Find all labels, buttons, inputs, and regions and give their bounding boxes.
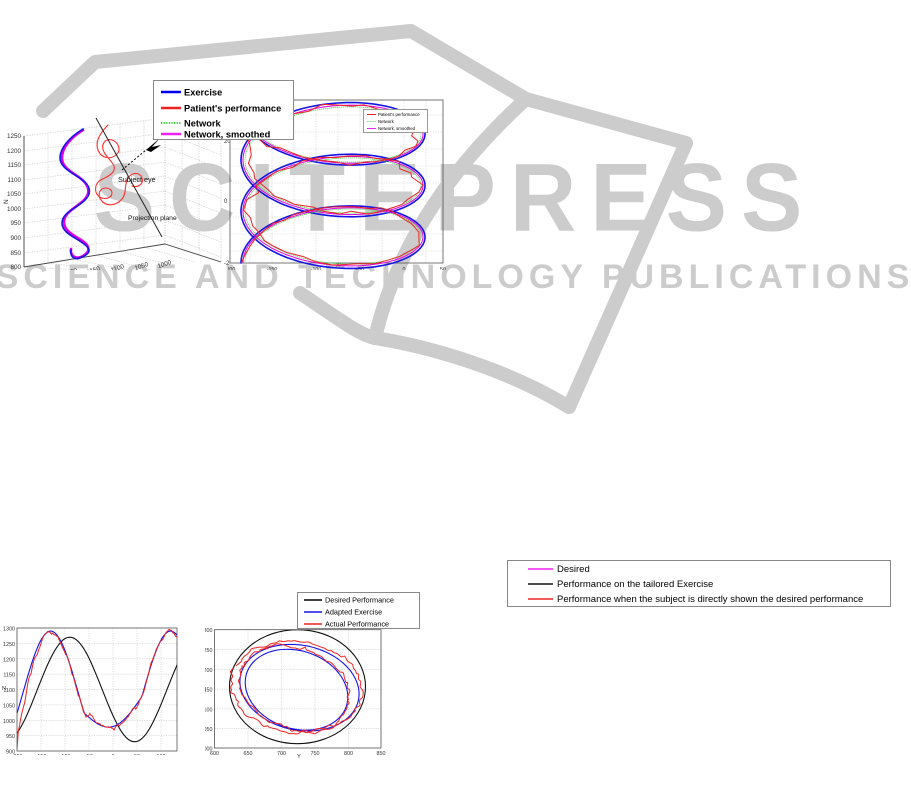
svg-text:Y: Y xyxy=(297,754,301,758)
svg-text:Adapted Exercise: Adapted Exercise xyxy=(325,608,382,617)
svg-text:1050: 1050 xyxy=(205,727,213,733)
svg-text:1200: 1200 xyxy=(3,657,15,663)
svg-text:0: 0 xyxy=(403,267,406,270)
svg-text:Actual Performance: Actual Performance xyxy=(325,620,389,629)
svg-text:1000: 1000 xyxy=(3,719,15,725)
svg-text:1300: 1300 xyxy=(205,628,213,634)
svg-text:1100: 1100 xyxy=(7,177,21,184)
svg-text:1100: 1100 xyxy=(205,707,213,713)
svg-text:1000: 1000 xyxy=(157,259,173,270)
svg-text:0: 0 xyxy=(112,754,115,755)
svg-text:Patient's performance: Patient's performance xyxy=(184,103,281,113)
svg-text:Network: Network xyxy=(184,118,222,128)
svg-text:N: N xyxy=(205,687,206,693)
svg-text:1200: 1200 xyxy=(63,267,79,270)
svg-text:-50: -50 xyxy=(85,754,93,755)
svg-text:N: N xyxy=(2,686,6,692)
svg-text:1300: 1300 xyxy=(3,627,15,633)
svg-text:1250: 1250 xyxy=(39,269,55,270)
svg-text:Exercise: Exercise xyxy=(184,87,222,97)
svg-text:Projection plane: Projection plane xyxy=(128,215,177,222)
svg-text:100: 100 xyxy=(157,754,166,755)
svg-text:-150: -150 xyxy=(36,754,47,755)
svg-text:1250: 1250 xyxy=(205,648,213,654)
svg-text:Network, smoothed: Network, smoothed xyxy=(378,126,416,131)
svg-text:1100: 1100 xyxy=(110,263,126,270)
svg-text:1250: 1250 xyxy=(3,642,15,648)
svg-text:Network: Network xyxy=(378,119,395,124)
svg-text:750: 750 xyxy=(311,751,320,757)
svg-text:900: 900 xyxy=(10,235,21,242)
svg-text:1000: 1000 xyxy=(7,206,22,213)
svg-text:1150: 1150 xyxy=(86,265,102,270)
svg-text:950: 950 xyxy=(6,734,15,740)
svg-text:-100: -100 xyxy=(311,267,322,270)
svg-text:1050: 1050 xyxy=(3,703,15,709)
svg-text:1200: 1200 xyxy=(7,148,22,155)
svg-text:50: 50 xyxy=(440,267,446,270)
svg-text:800: 800 xyxy=(344,751,353,757)
svg-text:850: 850 xyxy=(377,751,386,757)
svg-text:Performance when the subject i: Performance when the subject is directly… xyxy=(557,594,863,605)
svg-text:-200: -200 xyxy=(228,267,235,270)
svg-text:Performance on the tailored Ex: Performance on the tailored Exercise xyxy=(557,579,713,590)
svg-text:1250: 1250 xyxy=(7,133,22,140)
svg-text:600: 600 xyxy=(210,751,219,757)
svg-text:-100: -100 xyxy=(60,754,71,755)
svg-text:1200: 1200 xyxy=(205,668,213,674)
svg-text:800: 800 xyxy=(10,264,21,270)
svg-text:850: 850 xyxy=(10,250,21,257)
svg-text:1150: 1150 xyxy=(7,162,21,169)
svg-text:650: 650 xyxy=(244,751,253,757)
svg-text:-200: -200 xyxy=(12,754,23,755)
svg-text:Subject eye: Subject eye xyxy=(118,175,156,184)
svg-text:N: N xyxy=(3,199,10,204)
svg-text:1050: 1050 xyxy=(7,191,22,198)
svg-text:700: 700 xyxy=(277,751,286,757)
svg-text:50: 50 xyxy=(134,754,140,755)
svg-text:950: 950 xyxy=(10,220,21,227)
svg-text:Desired Performance: Desired Performance xyxy=(325,596,394,605)
svg-text:Patient's performance: Patient's performance xyxy=(378,112,420,117)
svg-text:Desired: Desired xyxy=(557,564,590,575)
svg-text:1150: 1150 xyxy=(3,673,15,679)
svg-text:Network, smoothed: Network, smoothed xyxy=(184,129,271,139)
svg-text:-150: -150 xyxy=(267,267,278,270)
svg-text:1050: 1050 xyxy=(134,261,150,270)
